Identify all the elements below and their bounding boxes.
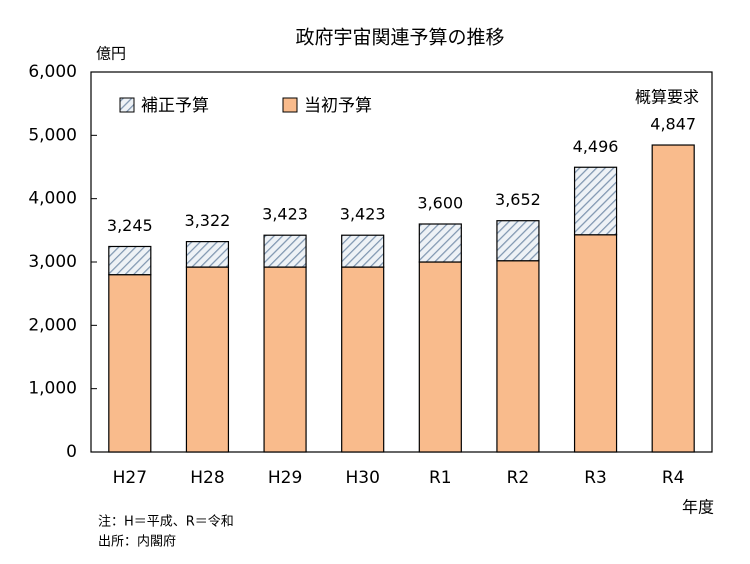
x-tick-label: R1 <box>429 468 452 488</box>
bar-segment <box>496 220 540 262</box>
bar-segment <box>573 234 618 453</box>
total-label: 3,652 <box>495 190 541 209</box>
y-tick-label: 0 <box>66 442 77 462</box>
x-tick-label: H28 <box>190 468 224 488</box>
bar-segment <box>108 245 152 276</box>
bar-segment <box>341 234 385 268</box>
legend-swatch <box>119 97 135 113</box>
bar-segment <box>418 261 462 453</box>
plot-frame <box>90 71 713 453</box>
y-unit: 億円 <box>96 45 126 63</box>
y-tick-label: 4,000 <box>28 189 77 209</box>
total-label: 3,322 <box>185 211 231 230</box>
bar-segment <box>108 274 152 453</box>
bar-segment <box>263 234 307 268</box>
total-label: 3,600 <box>417 194 463 213</box>
total-label: 3,423 <box>340 205 386 224</box>
x-tick-label: H29 <box>268 468 302 488</box>
bar-segment <box>573 166 618 236</box>
x-tick-label: H30 <box>345 468 379 488</box>
note: 注：H＝平成、R＝令和 <box>98 515 234 530</box>
x-tick-label: R2 <box>507 468 530 488</box>
legend-label: 補正予算 <box>141 96 209 116</box>
y-tick-label: 1,000 <box>28 379 77 399</box>
bar-segment <box>651 144 695 453</box>
legend-label: 当初予算 <box>304 96 372 116</box>
annotation: 概算要求 <box>635 88 699 107</box>
y-tick-label: 2,000 <box>28 315 77 335</box>
x-tick-label: R3 <box>584 468 607 488</box>
bar-segment <box>263 266 307 453</box>
y-tick-label: 5,000 <box>28 125 77 145</box>
bar-segment <box>418 223 462 263</box>
x-tick-label: H27 <box>113 468 147 488</box>
total-label: 4,496 <box>573 137 619 156</box>
bar-segment <box>185 241 230 268</box>
note: 出所：内閣府 <box>98 534 176 550</box>
total-label: 4,847 <box>650 115 696 134</box>
total-label: 3,245 <box>107 216 153 235</box>
total-label: 3,423 <box>262 205 308 224</box>
y-tick-label: 6,000 <box>28 62 77 82</box>
y-tick-label: 3,000 <box>28 252 77 272</box>
bar-segment <box>496 260 540 453</box>
bar-segment <box>185 266 230 453</box>
bar-segment <box>341 266 385 453</box>
x-axis-label: 年度 <box>682 498 714 517</box>
chart-title: 政府宇宙関連予算の推移 <box>295 27 504 49</box>
x-tick-label: R4 <box>662 468 685 488</box>
legend-swatch <box>282 97 298 113</box>
